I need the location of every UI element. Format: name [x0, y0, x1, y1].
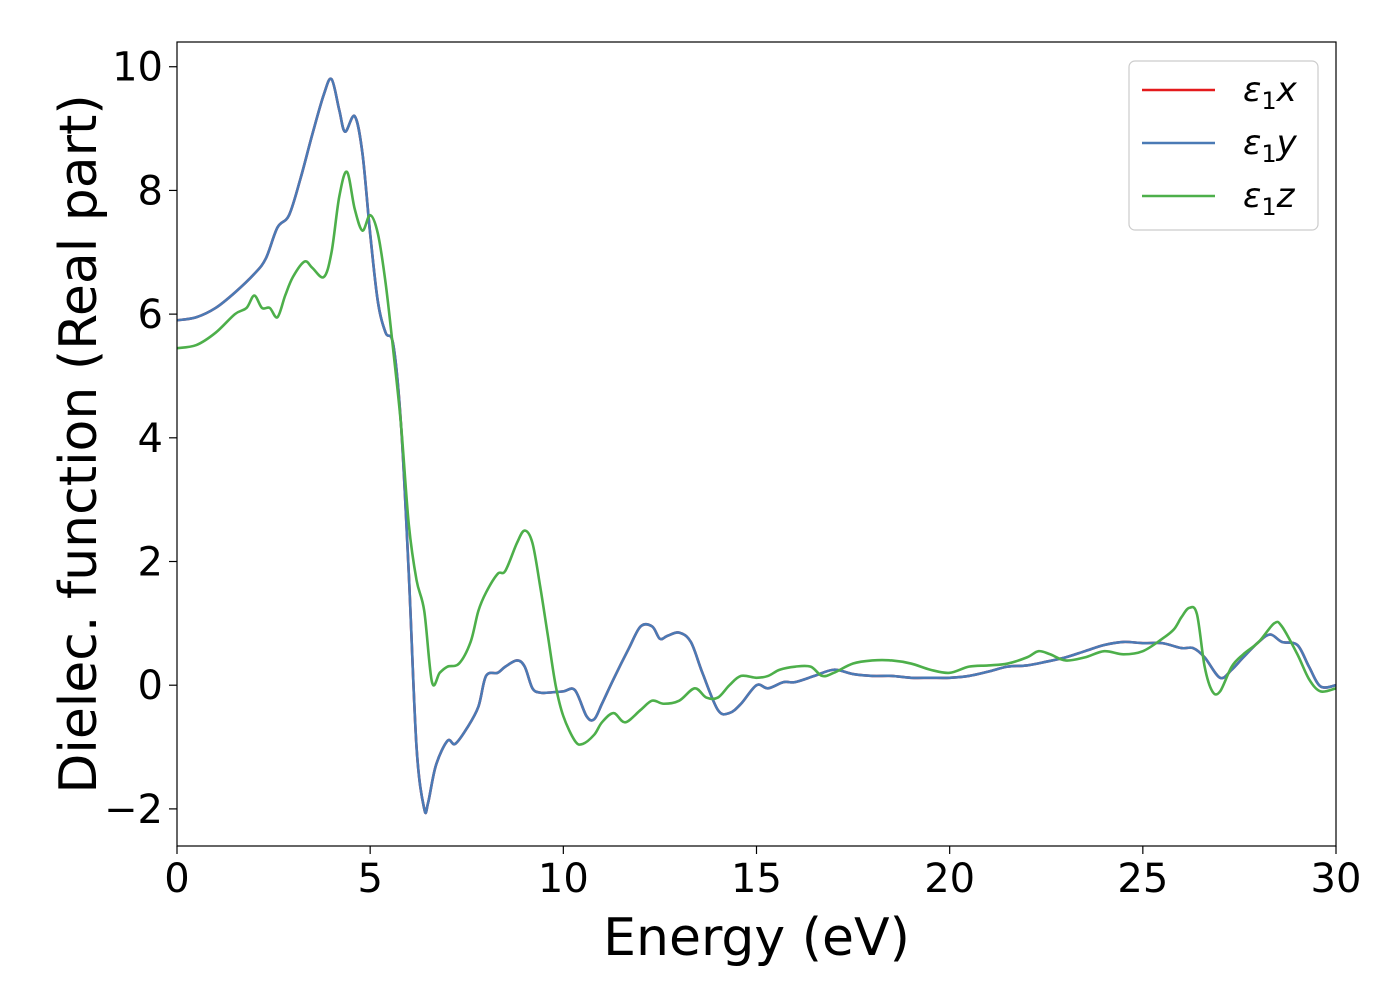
- legend-label-subscript: 1: [1261, 87, 1276, 115]
- y-tick-label: 2: [138, 540, 163, 586]
- legend-box: [1128, 60, 1319, 231]
- x-tick-label: 0: [164, 856, 189, 902]
- legend-label-symbol: ε: [1243, 70, 1261, 110]
- legend-label-symbol: ε: [1243, 176, 1261, 216]
- legend-label-subscript: 1: [1261, 140, 1276, 168]
- y-tick-label: −2: [104, 787, 163, 833]
- legend-entry-e1z: ε1z: [1142, 176, 1296, 221]
- legend-label: ε1x: [1243, 70, 1298, 115]
- y-tick-label: 8: [138, 168, 163, 214]
- y-tick-label: 4: [138, 416, 163, 462]
- legend-label-subscript: 1: [1261, 193, 1276, 221]
- legend-label: ε1z: [1243, 176, 1296, 221]
- legend-label: ε1y: [1243, 123, 1298, 168]
- legend-label-symbol: ε: [1243, 123, 1261, 163]
- y-tick-label: 6: [138, 292, 163, 338]
- x-tick-label: 30: [1311, 856, 1362, 902]
- legend-entry-e1y: ε1y: [1142, 123, 1298, 168]
- y-tick-label: 0: [138, 663, 163, 709]
- legend-label-component: z: [1276, 176, 1296, 216]
- x-axis-title: Energy (eV): [603, 908, 910, 968]
- series-line-e1z: [177, 170, 1336, 746]
- x-tick-label: 5: [357, 856, 382, 902]
- y-tick-label: 10: [112, 45, 163, 91]
- y-axis-title: Dielec. function (Real part): [49, 94, 109, 793]
- x-tick-label: 15: [731, 856, 782, 902]
- series-layer: [177, 77, 1336, 815]
- legend-label-component: y: [1276, 123, 1298, 163]
- series-line-e1y: [177, 77, 1336, 815]
- x-tick-label: 10: [538, 856, 589, 902]
- legend-entry-e1x: ε1x: [1142, 70, 1298, 115]
- x-tick-label: 20: [924, 856, 975, 902]
- legend-label-component: x: [1276, 70, 1298, 110]
- x-tick-label: 25: [1117, 856, 1168, 902]
